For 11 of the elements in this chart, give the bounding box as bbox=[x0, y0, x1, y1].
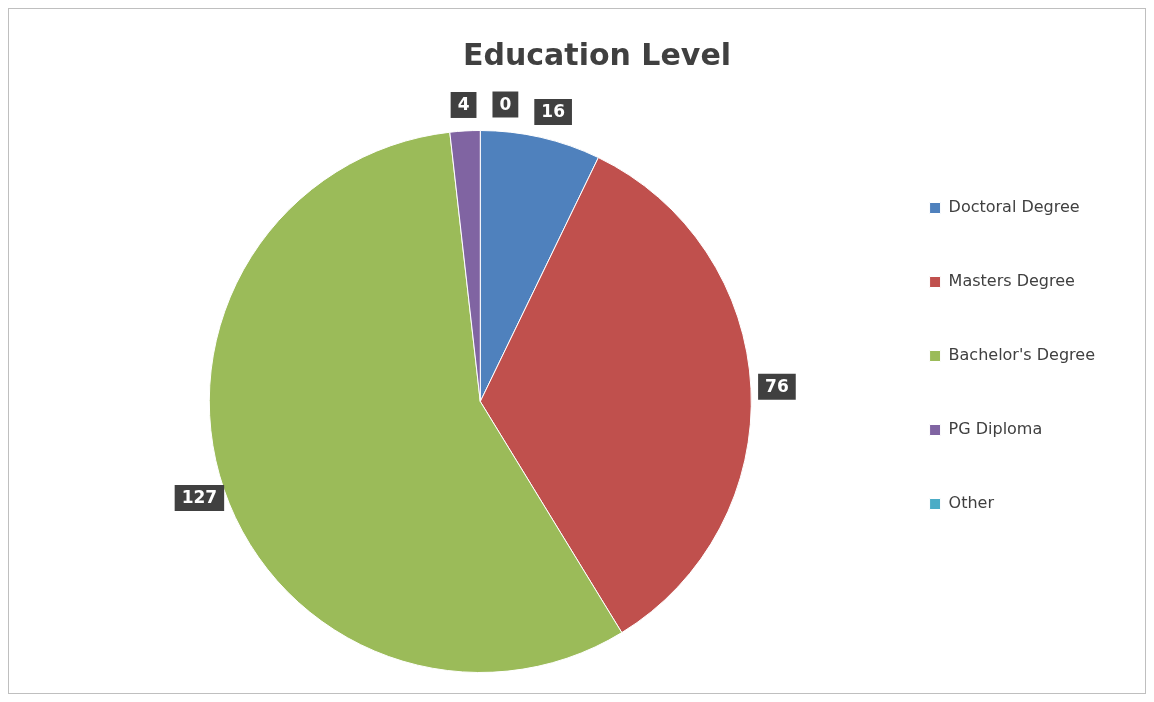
legend-label: Bachelor's Degree bbox=[948, 345, 1096, 365]
data-label: 4 bbox=[457, 94, 470, 115]
chart-title: Education Level bbox=[462, 36, 732, 72]
data-label: 16 bbox=[541, 101, 565, 122]
legend-label: Doctoral Degree bbox=[948, 197, 1080, 217]
legend-label: Masters Degree bbox=[948, 271, 1075, 291]
data-label: 127 bbox=[181, 487, 218, 508]
legend-label: PG Diploma bbox=[948, 419, 1043, 439]
data-label: 76 bbox=[765, 376, 789, 397]
legend-label: Other bbox=[948, 493, 995, 513]
text: 0 bbox=[499, 93, 512, 114]
